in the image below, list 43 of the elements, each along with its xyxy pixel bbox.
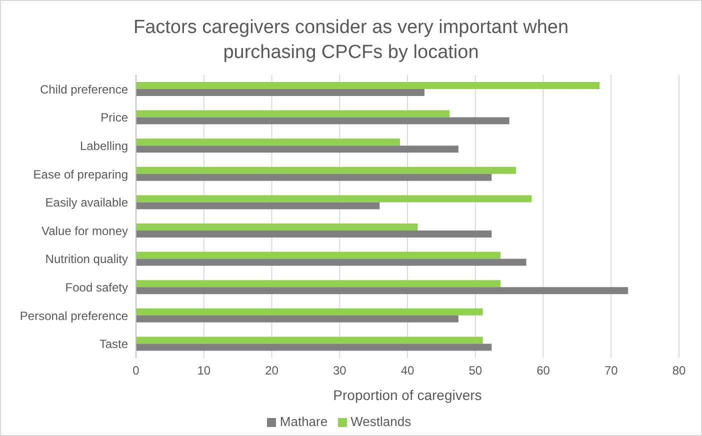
y-tick-label: Easily available bbox=[45, 196, 128, 210]
bar bbox=[136, 202, 380, 210]
bar bbox=[136, 230, 492, 238]
legend-label: Westlands bbox=[350, 414, 412, 429]
bar bbox=[136, 336, 483, 344]
y-tick-label: Nutrition quality bbox=[45, 252, 128, 266]
x-tick-label: 10 bbox=[197, 364, 211, 378]
bar bbox=[136, 174, 492, 181]
bar bbox=[136, 308, 483, 316]
y-tick-label: Ease of preparing bbox=[33, 167, 128, 182]
bar bbox=[136, 166, 516, 174]
x-tick-label: 70 bbox=[604, 364, 618, 378]
x-tick-label: 80 bbox=[672, 364, 686, 378]
bar bbox=[136, 258, 526, 266]
bar bbox=[136, 224, 418, 230]
x-tick-label: 60 bbox=[536, 364, 550, 378]
x-tick-label: 0 bbox=[132, 364, 140, 378]
x-tick-label: 40 bbox=[400, 364, 414, 378]
bar bbox=[136, 195, 532, 202]
bar bbox=[136, 110, 450, 118]
bar bbox=[136, 89, 424, 96]
y-tick-label: Labelling bbox=[80, 139, 128, 154]
bar bbox=[136, 82, 600, 89]
y-tick-label: Taste bbox=[99, 337, 128, 352]
x-tick-label: 20 bbox=[265, 364, 279, 378]
y-tick-label: Child preference bbox=[40, 82, 128, 96]
legend-label: Mathare bbox=[280, 414, 328, 429]
x-tick-label: 30 bbox=[332, 364, 347, 378]
bar bbox=[136, 287, 628, 294]
bar bbox=[136, 117, 510, 124]
y-tick-label: Personal preference bbox=[20, 308, 128, 323]
x-axis-title: Proportion of caregivers bbox=[333, 387, 482, 403]
x-tick-label: 50 bbox=[468, 364, 482, 378]
bar bbox=[136, 344, 492, 351]
y-tick-label: Food safety bbox=[65, 280, 128, 295]
bar bbox=[136, 146, 458, 153]
y-tick-label: Value for money bbox=[42, 224, 128, 238]
bar bbox=[136, 315, 458, 322]
bar bbox=[136, 252, 500, 259]
chart-title: Factors caregivers consider as very important when purchasing CPCFs by location bbox=[132, 16, 570, 65]
bar bbox=[136, 280, 500, 288]
y-tick-label: Price bbox=[100, 110, 128, 125]
bar bbox=[136, 138, 400, 146]
